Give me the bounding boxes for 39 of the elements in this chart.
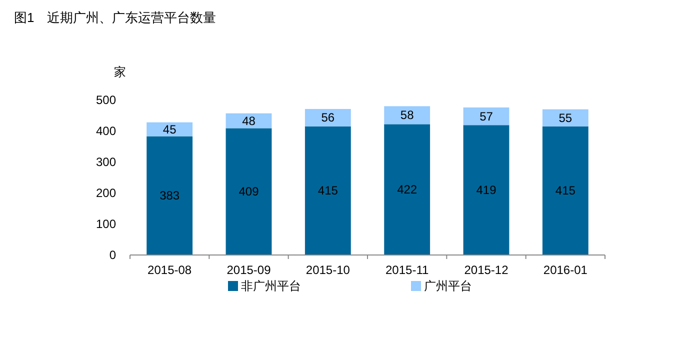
x-tick-label: 2015-12	[464, 263, 509, 277]
bar	[463, 107, 510, 126]
y-tick-label: 0	[109, 248, 116, 262]
y-tick-label: 100	[96, 217, 116, 231]
data-label: 56	[321, 110, 335, 125]
data-label: 48	[242, 114, 256, 128]
x-tick-label: 2015-08	[148, 263, 192, 277]
bar	[304, 108, 351, 126]
data-label: 383	[160, 188, 180, 203]
bar	[146, 136, 193, 255]
chart-title: 图1 近期广州、广东运营平台数量	[14, 10, 216, 25]
data-label: 415	[318, 184, 338, 198]
bar	[384, 124, 430, 255]
bar	[226, 128, 272, 255]
y-tick-label: 500	[96, 93, 116, 107]
bar	[463, 125, 510, 255]
y-tick-label: 300	[96, 155, 116, 169]
data-label: 45	[162, 122, 177, 136]
x-tick-label: 2015-11	[386, 263, 429, 277]
y-tick-label: 400	[96, 124, 116, 138]
data-label: 419	[476, 183, 497, 198]
legend-label: 广州平台	[424, 279, 472, 293]
data-label: 422	[397, 182, 418, 197]
data-label: 415	[555, 184, 576, 198]
data-label: 409	[238, 184, 260, 199]
y-axis-title: 家	[114, 65, 126, 79]
bar	[542, 126, 588, 255]
data-label: 55	[558, 110, 572, 125]
x-tick-label: 2015-10	[306, 263, 350, 277]
data-label: 58	[400, 108, 414, 122]
y-tick-label: 200	[96, 186, 116, 200]
bar	[542, 109, 588, 126]
data-label: 57	[480, 109, 494, 124]
bar	[146, 122, 193, 136]
bar	[384, 106, 430, 124]
x-tick-label: 2016-01	[543, 263, 588, 277]
x-tick-label: 2015-09	[226, 263, 272, 277]
legend-label: 非广州平台	[241, 279, 301, 293]
bar	[304, 126, 351, 255]
